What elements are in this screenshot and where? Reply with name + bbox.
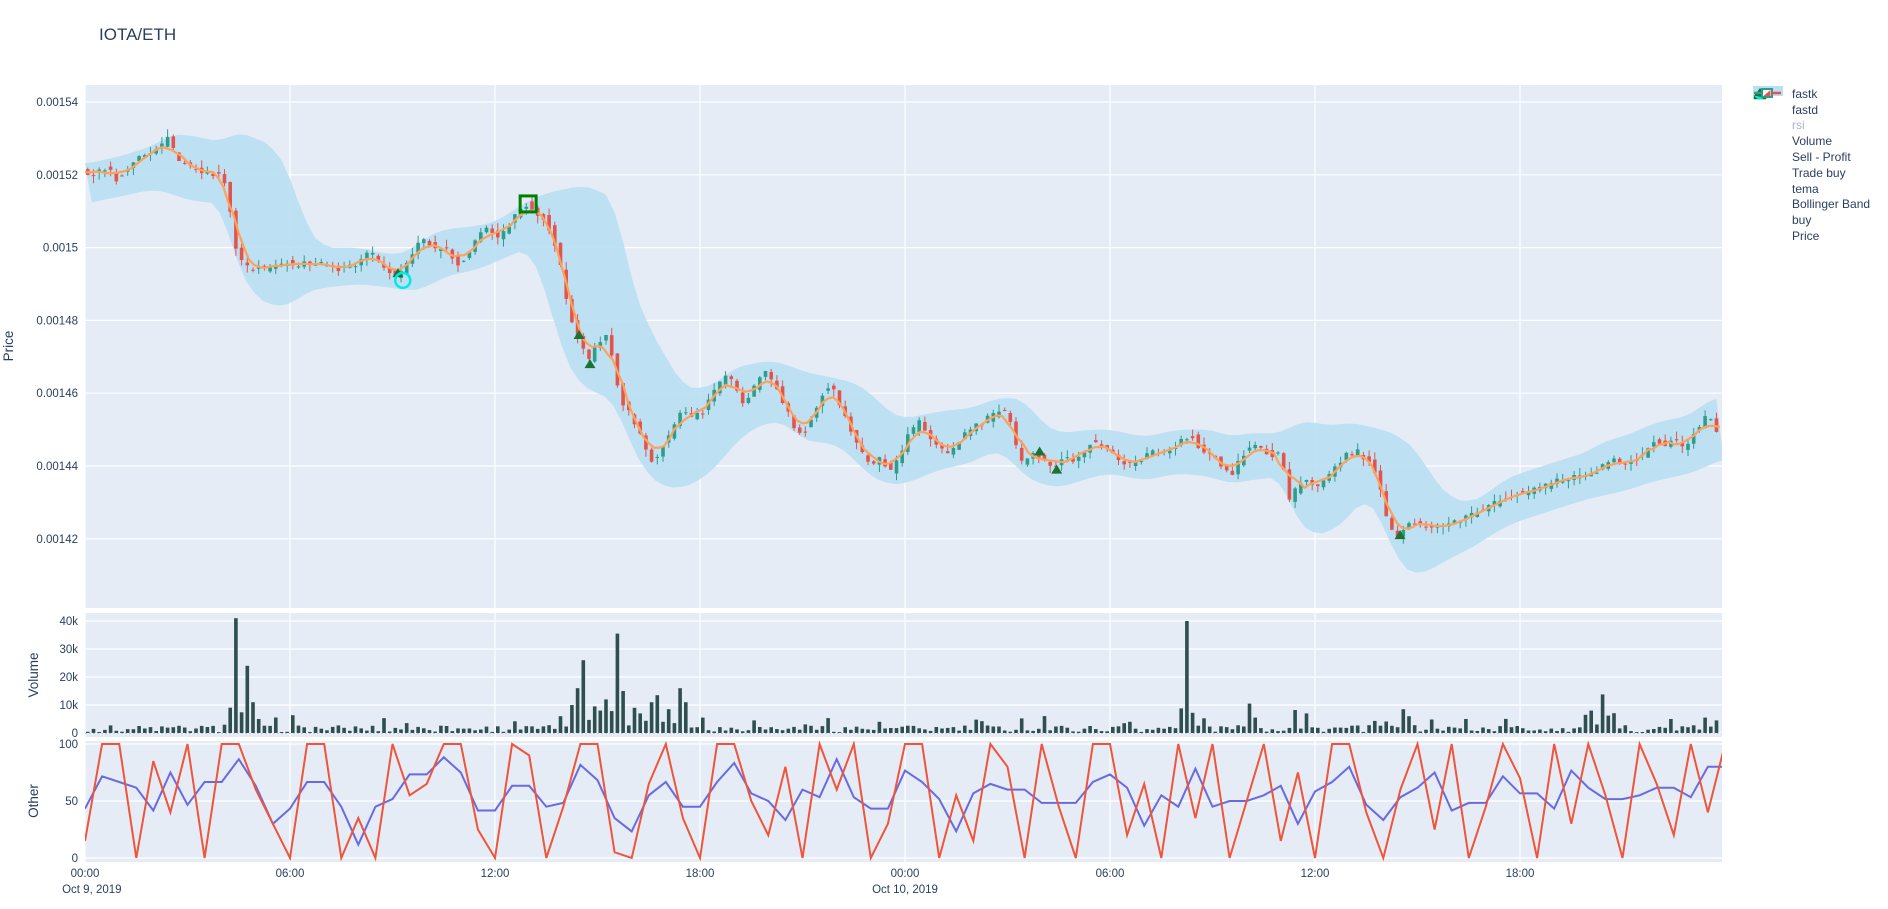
svg-text:Oct 9, 2019: Oct 9, 2019 [62,884,121,896]
svg-text:18:00: 18:00 [686,868,715,880]
svg-text:06:00: 06:00 [276,868,305,880]
svg-text:00:00: 00:00 [71,868,100,880]
bollinger-band-area [85,134,1722,573]
trade-buy-marker [394,271,412,290]
buy-markers [392,268,1406,540]
legend-item-rsi[interactable]: rsi [1753,87,1870,134]
legend-item-buy[interactable]: buy [1753,88,1870,228]
legend-item-volume[interactable]: Volume [1753,87,1870,149]
svg-text:0: 0 [72,853,78,865]
svg-text:06:00: 06:00 [1096,868,1125,880]
legend-item-label: Volume [1792,134,1833,149]
svg-text:18:00: 18:00 [1506,868,1535,880]
svg-text:0.00152: 0.00152 [36,170,78,182]
svg-text:0.0015: 0.0015 [43,243,78,255]
svg-text:Oct 10, 2019: Oct 10, 2019 [872,884,938,896]
fastk-line [85,741,1722,862]
volume-axis-title: Volume [26,652,41,697]
price-axis-labels: 0.00154 0.00152 0.0015 0.00148 0.00146 0.0014… [36,97,78,546]
legend-item-label: fastd [1792,102,1819,117]
svg-text:0.00146: 0.00146 [36,388,78,400]
legend: fastk fastd rsi Volume Sell - Profit Trade bu… [1753,86,1870,244]
svg-text:12:00: 12:00 [481,868,510,880]
chart-title: IOTA/ETH [99,25,177,44]
svg-text:0.00154: 0.00154 [36,97,78,109]
svg-text:0: 0 [72,728,78,740]
volume-bars [86,618,1719,733]
volume-axis-labels: 40k 30k 20k 10k 0 [59,616,78,740]
svg-text:40k: 40k [59,616,78,628]
svg-text:100: 100 [59,739,78,751]
svg-text:0.00144: 0.00144 [36,461,78,473]
legend-item-price[interactable]: Price [1753,88,1870,244]
legend-item-label: tema [1792,181,1819,196]
legend-item-fastd[interactable]: fastd [1753,87,1870,118]
legend-item-label: Sell - Profit [1792,150,1851,165]
legend-item-label: rsi [1792,118,1805,133]
price-axis-title: Price [1,331,16,362]
legend-item-label: Price [1792,229,1820,244]
svg-text:10k: 10k [59,700,78,712]
legend-item-trade-buy[interactable]: Trade buy [1753,86,1870,181]
other-axis-title: Other [26,784,41,818]
svg-text:50: 50 [65,796,78,808]
tema-line [85,146,1721,530]
other-axis-labels: 100 50 0 [59,739,78,865]
pane-backgrounds [85,85,1722,862]
legend-item-label: buy [1792,213,1812,228]
legend-item-label: fastk [1792,86,1818,101]
svg-text:20k: 20k [59,672,78,684]
legend-item-tema[interactable]: tema [1753,87,1870,197]
fastd-line [85,755,1722,848]
legend-item-bollinger-band[interactable]: Bollinger Band [1753,86,1871,213]
svg-text:0.00148: 0.00148 [36,315,78,327]
x-axis-labels: 00:00 06:00 12:00 18:00 00:00 06:00 12:00 18:00… [62,868,1534,896]
sell-profit-marker [518,194,538,214]
svg-text:00:00: 00:00 [891,868,920,880]
legend-item-sell-profit[interactable]: Sell - Profit [1753,86,1870,165]
legend-item-label: Trade buy [1792,165,1846,180]
legend-item-label: Bollinger Band [1792,197,1871,212]
svg-text:0.00142: 0.00142 [36,534,78,546]
svg-text:30k: 30k [59,644,78,656]
svg-text:12:00: 12:00 [1301,868,1330,880]
